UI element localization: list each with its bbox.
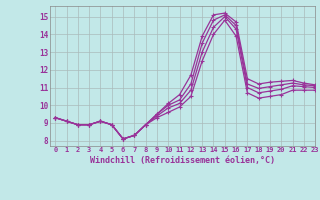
X-axis label: Windchill (Refroidissement éolien,°C): Windchill (Refroidissement éolien,°C) — [90, 156, 275, 165]
